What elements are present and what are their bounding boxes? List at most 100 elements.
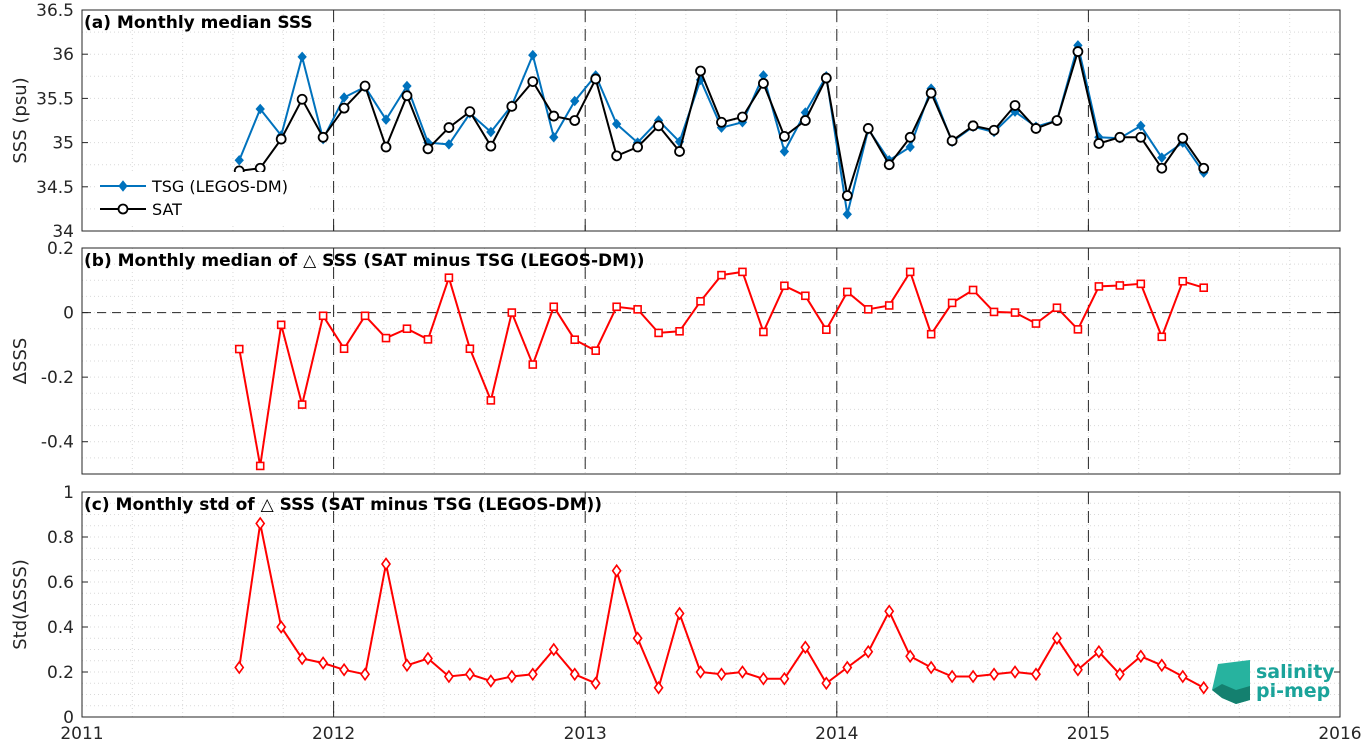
y-tick-label: 0.8 <box>47 528 74 548</box>
tsg-point <box>234 155 244 166</box>
tsg-point <box>779 146 790 157</box>
logo-wave-shade <box>1212 684 1250 704</box>
std-delta-sss-point <box>255 516 266 531</box>
std-delta-sss-point <box>485 674 496 688</box>
tsg-point <box>842 208 852 220</box>
sat-point <box>1156 162 1168 174</box>
sat-point <box>820 72 832 84</box>
std-delta-sss-point <box>1010 665 1021 679</box>
std-delta-sss-point <box>569 667 580 682</box>
delta-sss-point <box>360 311 370 321</box>
delta-sss-point <box>884 301 894 310</box>
delta-sss-point <box>1073 325 1083 334</box>
delta-sss-point <box>234 344 244 354</box>
y-tick-label: 0.2 <box>47 239 74 259</box>
std-delta-sss-point <box>360 667 371 682</box>
y-tick-label: 0.2 <box>47 663 74 683</box>
x-tick-label: 2013 <box>564 724 607 744</box>
std-delta-sss-point <box>884 604 895 619</box>
sat-point <box>737 111 748 123</box>
sat-point <box>275 133 287 145</box>
delta-sss-point <box>780 281 789 291</box>
y-tick-label: 1 <box>63 483 74 503</box>
sat-point <box>569 115 581 126</box>
legend-sat-marker <box>117 203 129 215</box>
sat-point <box>443 122 455 133</box>
sat-point <box>359 80 371 92</box>
sat-point <box>967 120 979 132</box>
sat-point <box>716 116 727 128</box>
std-delta-sss-point <box>548 642 559 657</box>
delta-sss-point <box>591 346 600 355</box>
panel-a-monthly-median-sss: 34 34.5 35 35.5 36 36.5 (a) Monthly median SS… <box>10 1 1341 242</box>
delta-sss-point <box>863 305 873 314</box>
tsg-point <box>255 103 265 115</box>
y-tick-label: 0 <box>63 708 74 728</box>
delta-sss-point <box>801 291 810 301</box>
y-tick-label: 0.6 <box>47 573 74 593</box>
std-delta-sss-point <box>297 651 308 666</box>
panel-b-y-ticks: -0.4 -0.2 0 0.2 <box>41 239 1340 453</box>
std-delta-sss-point <box>674 606 685 621</box>
delta-sss-point <box>759 327 768 337</box>
sat-point <box>254 162 266 174</box>
legend-tsg-label: TSG (LEGOS-DM) <box>151 177 288 196</box>
delta-sss-point <box>1157 332 1167 342</box>
std-delta-sss-point <box>779 671 790 686</box>
sat-point <box>1177 132 1189 144</box>
sat-point <box>380 141 392 153</box>
delta-sss-point <box>1178 276 1188 286</box>
std-delta-sss-point <box>1093 644 1104 659</box>
y-tick-label: 35.5 <box>36 89 74 109</box>
y-tick-label: 34.5 <box>36 178 74 198</box>
std-delta-sss-point <box>842 660 853 675</box>
delta-sss-point <box>1115 281 1125 290</box>
std-delta-sss-point <box>926 660 937 675</box>
delta-sss-point <box>381 333 391 343</box>
sat-point <box>1135 131 1147 143</box>
sat-point <box>862 123 874 134</box>
std-delta-sss-point <box>234 660 245 675</box>
panel-a-series <box>233 40 1210 220</box>
std-delta-sss-point <box>821 676 832 691</box>
delta-sss-point <box>1031 319 1041 328</box>
panel-b-grid <box>81 248 1341 474</box>
delta-sss-point <box>528 360 538 369</box>
std-delta-sss-point <box>632 631 643 646</box>
x-tick-label: 2012 <box>312 724 355 744</box>
panel-c-y-ticks: 0 0.2 0.4 0.6 0.8 1 <box>47 483 1340 728</box>
delta-sss-point <box>1052 303 1062 313</box>
std-delta-sss-point <box>1030 667 1041 682</box>
std-delta-sss-point <box>947 669 958 684</box>
delta-sss-point <box>947 298 957 308</box>
sat-point <box>904 131 916 143</box>
panel-a-legend: TSG (LEGOS-DM) SAT <box>96 172 308 224</box>
tsg-point <box>339 92 349 103</box>
x-tick-label: 2014 <box>815 724 858 744</box>
tsg-point <box>1157 152 1167 163</box>
std-delta-sss-point <box>590 676 601 691</box>
delta-sss-point <box>926 329 936 339</box>
tsg-point <box>570 95 580 107</box>
panel-a-frame <box>81 9 1341 232</box>
std-delta-sss-point <box>339 662 350 677</box>
y-tick-label: 0 <box>63 304 74 324</box>
std-delta-sss-point <box>1114 667 1125 682</box>
sat-point <box>758 77 769 89</box>
sat-point <box>1198 162 1210 174</box>
sat-point <box>925 87 937 99</box>
delta-sss-point <box>905 267 915 277</box>
std-delta-sss-point <box>381 557 392 571</box>
tsg-point <box>528 49 538 61</box>
std-delta-sss-point <box>1135 649 1146 664</box>
tsg-point <box>444 139 454 150</box>
legend-sat-label: SAT <box>152 200 182 219</box>
salinity-pi-mep-logo: salinity pi-mep <box>1212 660 1335 704</box>
delta-sss-point <box>633 305 642 314</box>
sat-point <box>338 102 350 114</box>
panel-c-title: (c) Monthly std of △ SSS (SAT minus TSG … <box>84 495 602 515</box>
delta-sss-point <box>842 287 852 297</box>
panel-a-y-ticks: 34 34.5 35 35.5 36 36.5 <box>36 1 1340 242</box>
panel-c-x-ticks: 2011 2012 2013 2014 2015 2016 <box>60 711 1362 744</box>
